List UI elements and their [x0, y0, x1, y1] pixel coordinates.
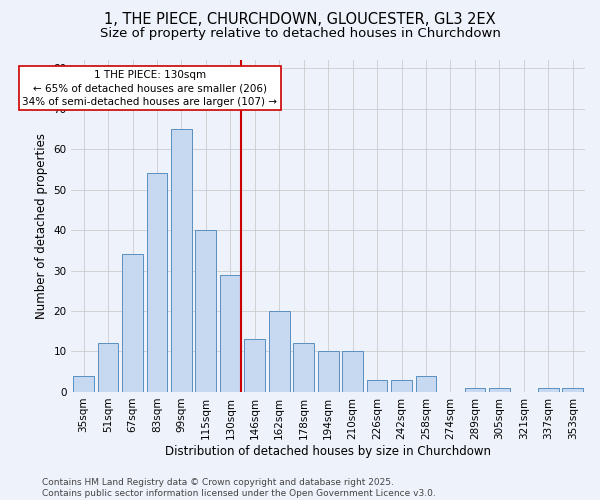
- Text: Contains HM Land Registry data © Crown copyright and database right 2025.
Contai: Contains HM Land Registry data © Crown c…: [42, 478, 436, 498]
- Bar: [562, 388, 583, 392]
- Text: 1, THE PIECE, CHURCHDOWN, GLOUCESTER, GL3 2EX: 1, THE PIECE, CHURCHDOWN, GLOUCESTER, GL…: [104, 12, 496, 28]
- Bar: [538, 388, 559, 392]
- Bar: [73, 376, 94, 392]
- Y-axis label: Number of detached properties: Number of detached properties: [35, 133, 48, 319]
- Bar: [98, 344, 118, 392]
- Bar: [146, 174, 167, 392]
- Bar: [416, 376, 436, 392]
- Text: Size of property relative to detached houses in Churchdown: Size of property relative to detached ho…: [100, 28, 500, 40]
- Bar: [342, 352, 363, 392]
- Bar: [293, 344, 314, 392]
- Bar: [464, 388, 485, 392]
- Bar: [318, 352, 338, 392]
- Bar: [196, 230, 216, 392]
- X-axis label: Distribution of detached houses by size in Churchdown: Distribution of detached houses by size …: [165, 444, 491, 458]
- Bar: [122, 254, 143, 392]
- Bar: [489, 388, 510, 392]
- Bar: [220, 274, 241, 392]
- Bar: [367, 380, 388, 392]
- Bar: [391, 380, 412, 392]
- Bar: [244, 340, 265, 392]
- Bar: [171, 129, 192, 392]
- Bar: [269, 311, 290, 392]
- Text: 1 THE PIECE: 130sqm
← 65% of detached houses are smaller (206)
34% of semi-detac: 1 THE PIECE: 130sqm ← 65% of detached ho…: [22, 70, 277, 106]
